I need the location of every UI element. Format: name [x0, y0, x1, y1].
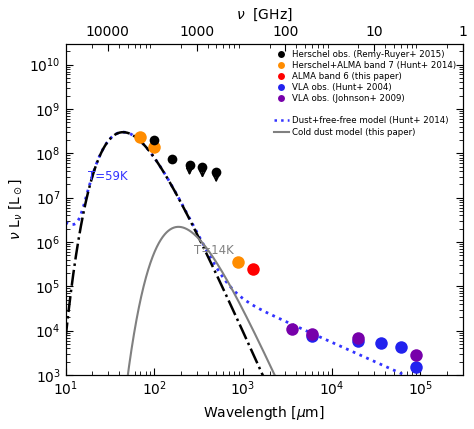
X-axis label: Wavelength [$\mu$m]: Wavelength [$\mu$m] — [203, 404, 325, 422]
Y-axis label: $\nu$ L$_\nu$ [L$_\odot$]: $\nu$ L$_\nu$ [L$_\odot$] — [7, 178, 24, 240]
Legend: Herschel obs. (Remy-Ruyer+ 2015), Herschel+ALMA band 7 (Hunt+ 2014), ALMA band 6: Herschel obs. (Remy-Ruyer+ 2015), Hersch… — [270, 46, 460, 140]
Text: T=59K: T=59K — [88, 170, 128, 183]
Text: T=14K: T=14K — [194, 244, 234, 257]
X-axis label: $\nu$  [GHz]: $\nu$ [GHz] — [236, 7, 292, 23]
